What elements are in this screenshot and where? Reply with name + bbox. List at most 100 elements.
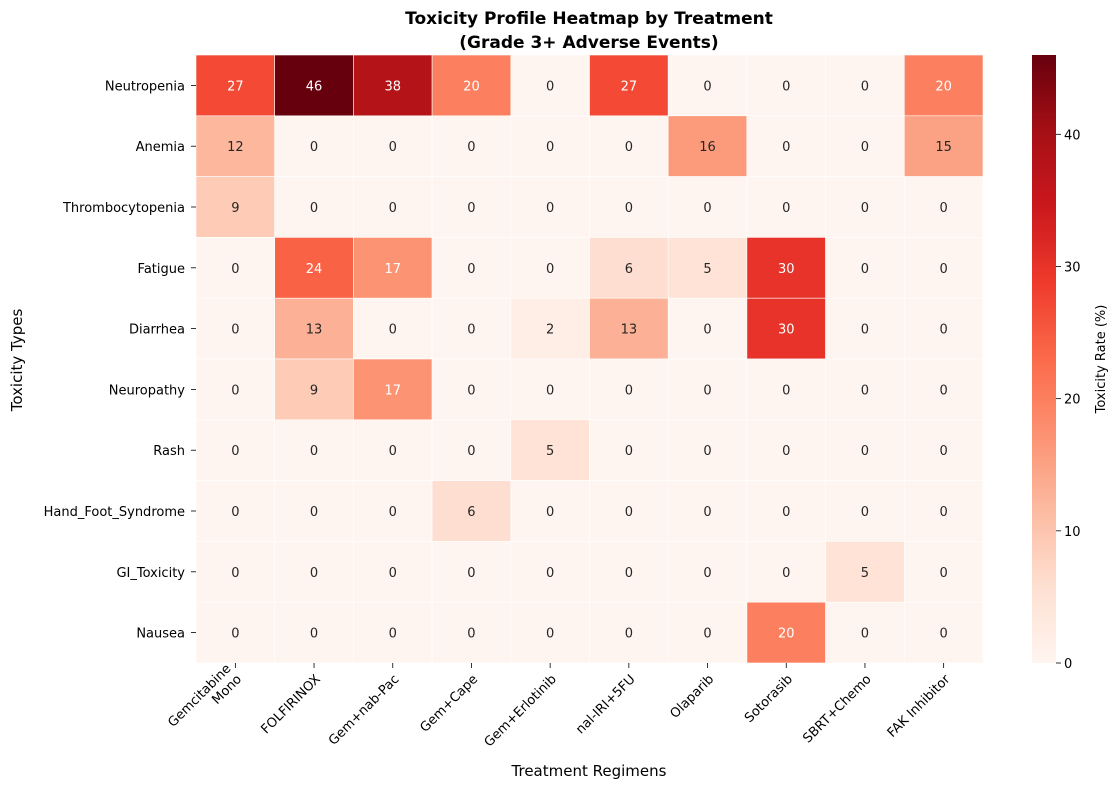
heatmap-cell <box>589 237 669 299</box>
cell-value-label: 0 <box>546 140 554 155</box>
cell-value-label: 0 <box>861 79 869 94</box>
heatmap-cell <box>431 480 512 542</box>
heatmap-cell <box>746 237 826 299</box>
heatmap-cell <box>510 237 590 299</box>
cell-value-label: 0 <box>782 140 790 155</box>
heatmap-cell <box>825 237 905 299</box>
heatmap-cell <box>825 419 905 481</box>
x-tick-label: Sotorasib <box>742 672 796 726</box>
cell-value-label: 30 <box>778 323 795 338</box>
cell-value-label: 0 <box>310 444 318 459</box>
cell-value-label: 0 <box>310 201 318 216</box>
cell-value-label: 9 <box>310 383 318 398</box>
heatmap-cell <box>353 480 433 542</box>
cell-value-label: 2 <box>546 323 554 338</box>
heatmap-cell <box>667 358 748 421</box>
heatmap-cell <box>825 480 905 542</box>
heatmap-cell <box>353 541 433 603</box>
heatmap-cell <box>589 54 669 117</box>
cell-value-label: 0 <box>625 140 633 155</box>
cell-value-label: 0 <box>231 323 239 338</box>
heatmap-cell <box>825 297 905 360</box>
heatmap-cell <box>589 115 669 177</box>
heatmap-cell <box>825 358 905 421</box>
x-tick-label: Gem+nab-Pac <box>326 672 402 748</box>
x-tick-label: FAK Inhibitor <box>885 672 954 741</box>
cell-value-label: 0 <box>310 566 318 581</box>
cell-value-label: 0 <box>310 627 318 642</box>
y-tick-labels: Neutropenia Anemia Thrombocytopenia Fatigue… <box>44 79 196 642</box>
heatmap-cell <box>431 115 512 177</box>
heatmap-cell <box>746 297 826 360</box>
cell-value-label: 0 <box>231 444 239 459</box>
colorbar-tick-label: 10 <box>1064 525 1081 540</box>
heatmap-cell <box>667 176 748 238</box>
cell-value-label: 0 <box>861 323 869 338</box>
cell-value-label: 0 <box>231 262 239 277</box>
heatmap-cell <box>589 358 669 421</box>
cell-value-label: 0 <box>703 201 711 216</box>
cell-value-label: 0 <box>940 627 948 642</box>
y-tick-label: Diarrhea <box>129 323 185 338</box>
cell-value-label: 9 <box>231 201 239 216</box>
cell-value-label: 0 <box>467 627 475 642</box>
y-tick-label: Rash <box>153 444 185 459</box>
x-tick-label: Gem+Erlotinib <box>482 672 560 750</box>
cell-value-label: 0 <box>467 383 475 398</box>
cell-value-label: 0 <box>625 627 633 642</box>
heatmap-cell <box>903 480 984 542</box>
y-tick-label: Neuropathy <box>109 383 186 398</box>
heatmap-cell <box>746 601 826 664</box>
heatmap-cell <box>353 358 433 421</box>
cell-value-label: 20 <box>935 79 952 94</box>
cell-value-label: 24 <box>306 262 323 277</box>
heatmap-cell <box>825 541 905 603</box>
cell-value-label: 0 <box>625 444 633 459</box>
heatmap-cell <box>431 54 512 117</box>
cell-value-label: 27 <box>227 79 244 94</box>
heatmap-cell <box>825 115 905 177</box>
cell-value-label: 0 <box>546 566 554 581</box>
cell-value-label: 30 <box>778 262 795 277</box>
cell-value-label: 0 <box>467 262 475 277</box>
cell-value-label: 16 <box>699 140 716 155</box>
heatmap-cell <box>825 176 905 238</box>
heatmap-cell <box>746 419 826 481</box>
y-tick-label: Neutropenia <box>105 79 185 94</box>
cell-value-label: 0 <box>703 444 711 459</box>
x-tick-label: GemcitabineMono <box>165 661 245 741</box>
y-tick-label: Fatigue <box>138 262 185 277</box>
heatmap-cell <box>667 115 748 177</box>
colorbar <box>1032 55 1056 663</box>
cell-value-label: 0 <box>703 79 711 94</box>
heatmap-cell <box>353 115 433 177</box>
cell-value-label: 0 <box>940 505 948 520</box>
cell-value-label: 0 <box>467 140 475 155</box>
heatmap-cell <box>667 601 748 664</box>
cell-value-label: 0 <box>782 444 790 459</box>
heatmap-cell <box>195 541 275 603</box>
heatmap-cell <box>746 115 826 177</box>
heatmap-cell <box>353 54 433 117</box>
cell-value-label: 5 <box>703 262 711 277</box>
heatmap-cell <box>667 480 748 542</box>
cell-value-label: 0 <box>625 201 633 216</box>
heatmap-cell <box>510 480 590 542</box>
heatmap-cell <box>431 541 512 603</box>
heatmap-cell <box>274 419 354 481</box>
cell-value-label: 0 <box>389 444 397 459</box>
cell-value-label: 0 <box>389 505 397 520</box>
cell-value-label: 0 <box>389 323 397 338</box>
heatmap-cell <box>195 358 275 421</box>
chart-title-line2: (Grade 3+ Adverse Events) <box>459 33 718 53</box>
heatmap-cell <box>195 54 275 117</box>
heatmap-cell <box>903 176 984 238</box>
cell-value-label: 15 <box>935 140 952 155</box>
cell-value-label: 0 <box>310 505 318 520</box>
heatmap-cell <box>195 601 275 664</box>
heatmap-cell <box>274 541 354 603</box>
cell-value-label: 0 <box>231 566 239 581</box>
heatmap-cell <box>903 601 984 664</box>
heatmap-cell <box>903 297 984 360</box>
